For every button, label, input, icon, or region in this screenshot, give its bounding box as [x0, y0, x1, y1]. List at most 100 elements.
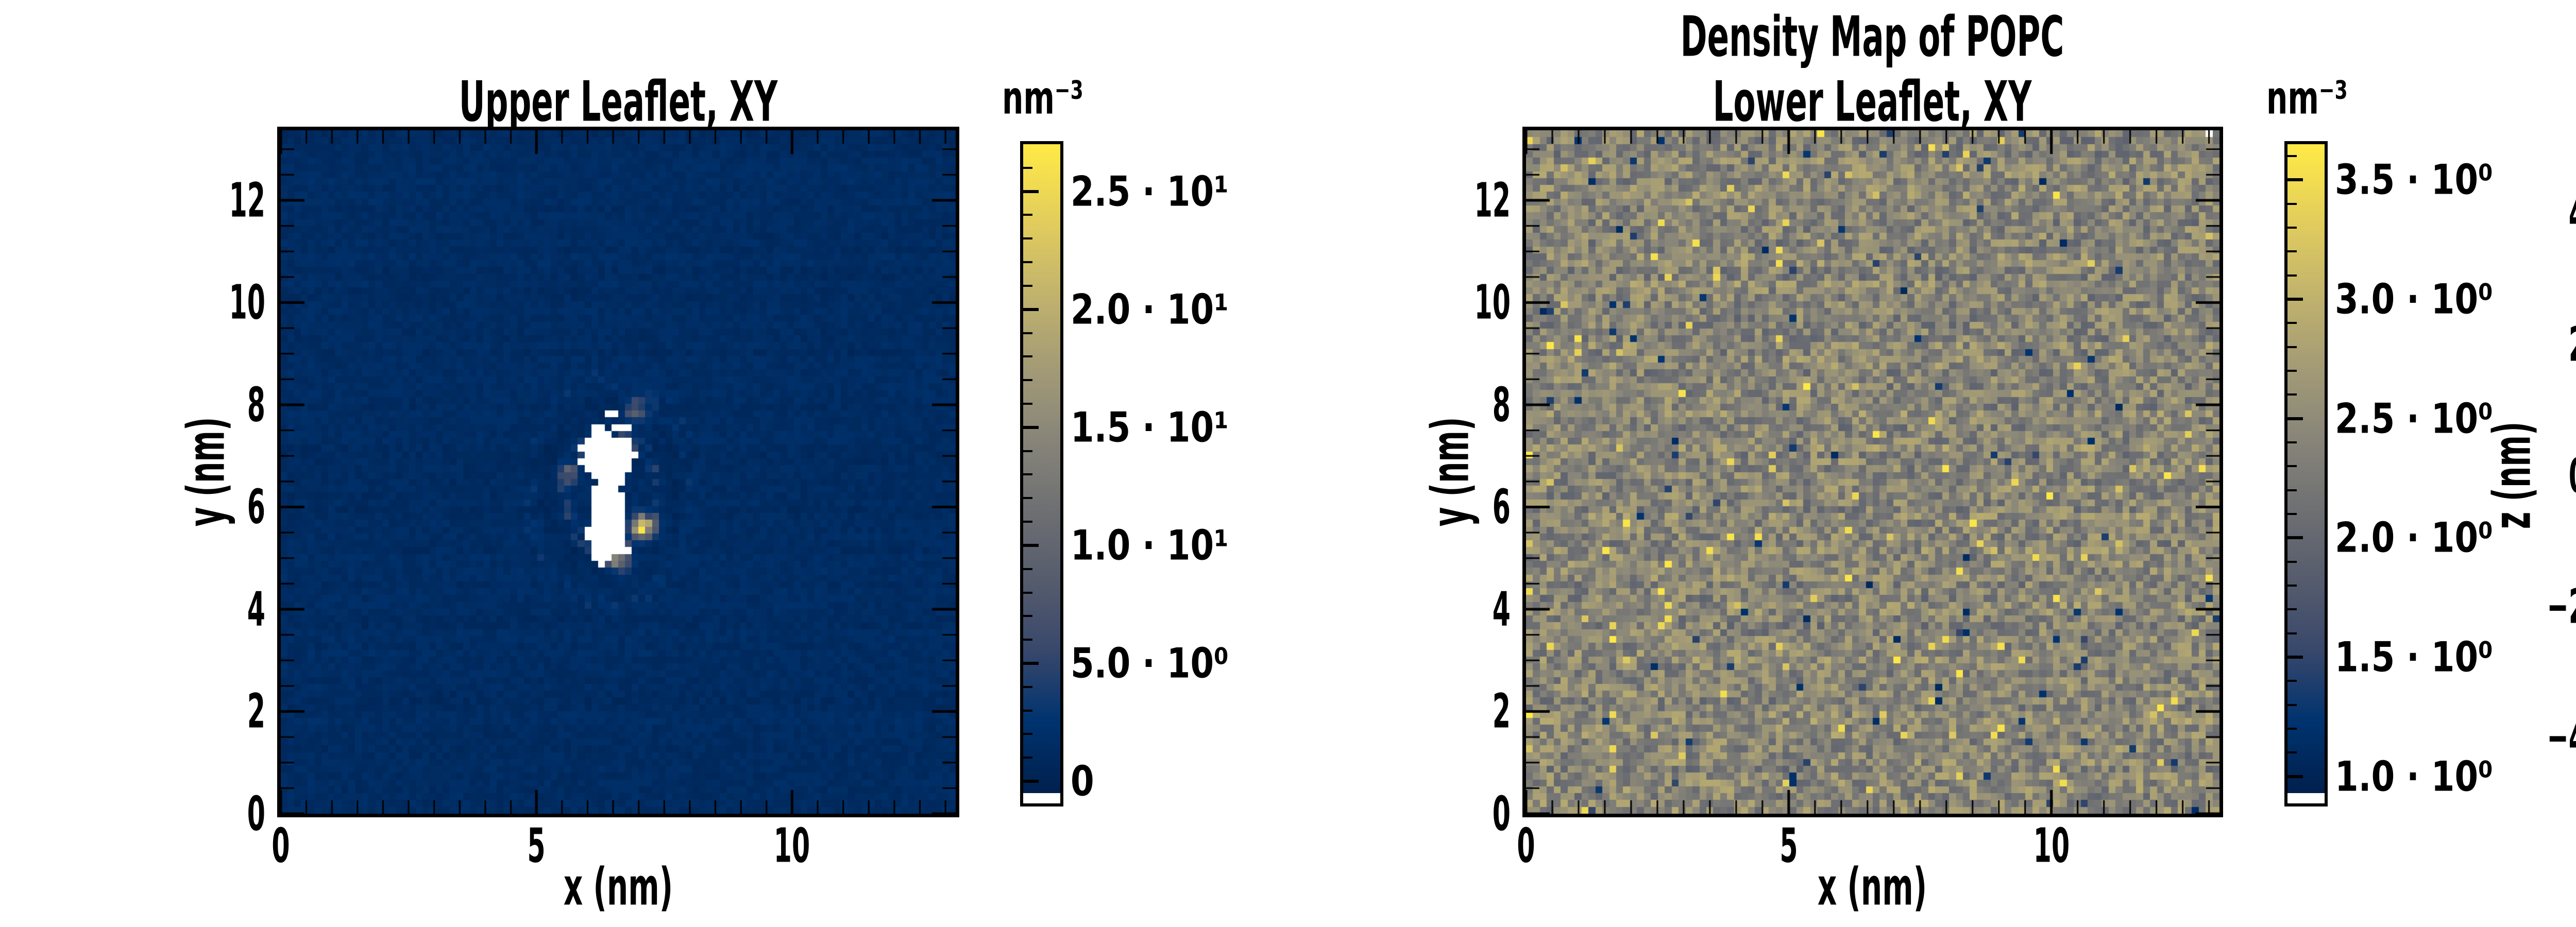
x-tick-label: 10 [2033, 818, 2070, 873]
y-tick-label: 12 [229, 173, 265, 228]
colorbar-minor-tick [2287, 727, 2297, 730]
colorbar-minor-tick [1023, 733, 1032, 735]
y-tick-label: 2 [2569, 317, 2576, 372]
colorbar-minor-tick [1023, 261, 1032, 264]
panel2-ylabel: y (nm) [1420, 417, 1481, 527]
colorbar-tick-label: 3.5 · 10⁰ [2335, 156, 2493, 204]
panel1-colorbar-unit: nm⁻³ [1002, 71, 1083, 125]
colorbar-tick-label: 1.0 · 10⁰ [2335, 752, 2493, 801]
colorbar-minor-tick [1023, 403, 1032, 405]
colorbar-minor-tick [1023, 379, 1032, 382]
colorbar-minor-tick [2287, 751, 2297, 754]
colorbar-minor-tick [1023, 615, 1032, 617]
colorbar-major-tick [1023, 662, 1039, 665]
y-tick-label: 10 [1474, 274, 1511, 330]
y-tick-label: 4 [2569, 186, 2576, 242]
panel2-plot-area [1522, 127, 2223, 817]
panel1-title: Upper Leaflet, XY [459, 70, 778, 134]
colorbar-minor-tick [1023, 709, 1032, 712]
colorbar-minor-tick [1023, 568, 1032, 570]
colorbar-minor-tick [2287, 370, 2297, 372]
panel1-ylabel: y (nm) [176, 417, 236, 527]
colorbar-minor-tick [2287, 393, 2297, 396]
colorbar-minor-tick [2287, 250, 2297, 253]
panel1-xlabel: x (nm) [563, 856, 673, 917]
y-tick-label: 4 [247, 581, 265, 637]
y-tick-label: 2 [1492, 683, 1511, 739]
y-tick-label: 8 [1492, 377, 1511, 433]
y-tick-label: 0 [1492, 786, 1511, 842]
colorbar-minor-tick [2287, 608, 2297, 611]
colorbar-minor-tick [2287, 346, 2297, 348]
colorbar-major-tick [2287, 775, 2303, 778]
colorbar-major-tick [2287, 655, 2303, 659]
colorbar-major-tick [2287, 298, 2303, 301]
colorbar-major-tick [1023, 780, 1039, 783]
colorbar-minor-tick [1023, 284, 1032, 287]
colorbar-minor-tick [1023, 473, 1032, 476]
colorbar-minor-tick [2287, 441, 2297, 444]
y-tick-label: 12 [1474, 173, 1511, 228]
colorbar-major-tick [1023, 425, 1039, 429]
colorbar-minor-tick [1023, 214, 1032, 216]
colorbar-minor-tick [2287, 513, 2297, 515]
colorbar-minor-tick [2287, 227, 2297, 229]
colorbar-minor-tick [2287, 465, 2297, 468]
colorbar-tick-label: 0 [1071, 757, 1094, 805]
colorbar-minor-tick [2287, 202, 2297, 205]
colorbar-major-tick [1023, 543, 1039, 547]
panel2-colorbar-gradient [2287, 144, 2325, 793]
colorbar-minor-tick [1023, 497, 1032, 500]
colorbar-minor-tick [1023, 355, 1032, 358]
x-tick-label: 5 [527, 818, 546, 873]
colorbar-minor-tick [1023, 757, 1032, 759]
panel2-colorbar-under-white [2287, 793, 2325, 803]
colorbar-minor-tick [1023, 237, 1032, 240]
x-tick-label: 0 [272, 818, 290, 873]
colorbar-tick-label: 2.5 · 10¹ [1071, 167, 1229, 216]
y-tick-label: −2 [2547, 579, 2576, 634]
colorbar-minor-tick [1023, 166, 1032, 169]
panel2-heatmap-lower-leaflet [1526, 130, 2219, 814]
panel2-title: Lower Leaflet, XY [1713, 70, 2032, 134]
colorbar-minor-tick [2287, 489, 2297, 491]
colorbar-tick-label: 5.0 · 10⁰ [1071, 639, 1229, 688]
colorbar-minor-tick [1023, 521, 1032, 523]
panel1-colorbar [1020, 141, 1063, 806]
colorbar-tick-label: 1.5 · 10¹ [1071, 403, 1229, 452]
colorbar-minor-tick [2287, 703, 2297, 706]
panel1-heatmap-upper-leaflet [281, 130, 956, 814]
panel1-colorbar-under-white [1023, 793, 1060, 803]
colorbar-minor-tick [1023, 332, 1032, 334]
panel1-plot-area [277, 127, 959, 817]
colorbar-minor-tick [1023, 685, 1032, 688]
panel2-colorbar [2284, 141, 2328, 806]
colorbar-minor-tick [2287, 584, 2297, 587]
colorbar-major-tick [2287, 178, 2303, 182]
colorbar-minor-tick [1023, 591, 1032, 594]
colorbar-tick-label: 3.0 · 10⁰ [2335, 275, 2493, 323]
colorbar-minor-tick [1023, 639, 1032, 641]
y-tick-label: 10 [229, 274, 265, 330]
colorbar-minor-tick [2287, 680, 2297, 682]
colorbar-minor-tick [2287, 322, 2297, 324]
colorbar-minor-tick [2287, 560, 2297, 563]
colorbar-tick-label: 2.5 · 10⁰ [2335, 394, 2493, 443]
colorbar-major-tick [1023, 307, 1039, 311]
y-tick-label: 8 [247, 377, 265, 433]
colorbar-major-tick [2287, 417, 2303, 420]
colorbar-tick-label: 1.0 · 10¹ [1071, 521, 1229, 570]
y-tick-label: 0 [2569, 448, 2576, 503]
y-tick-label: 6 [247, 479, 265, 535]
colorbar-minor-tick [2287, 274, 2297, 277]
y-tick-label: 6 [1492, 479, 1511, 535]
x-tick-label: 0 [1517, 818, 1535, 873]
y-tick-label: −4 [2547, 710, 2576, 765]
colorbar-tick-label: 2.0 · 10¹ [1071, 285, 1229, 334]
colorbar-minor-tick [2287, 155, 2297, 158]
colorbar-major-tick [1023, 190, 1039, 193]
colorbar-tick-label: 1.5 · 10⁰ [2335, 633, 2493, 681]
panel2-colorbar-unit: nm⁻³ [2266, 71, 2348, 125]
colorbar-minor-tick [1023, 450, 1032, 452]
